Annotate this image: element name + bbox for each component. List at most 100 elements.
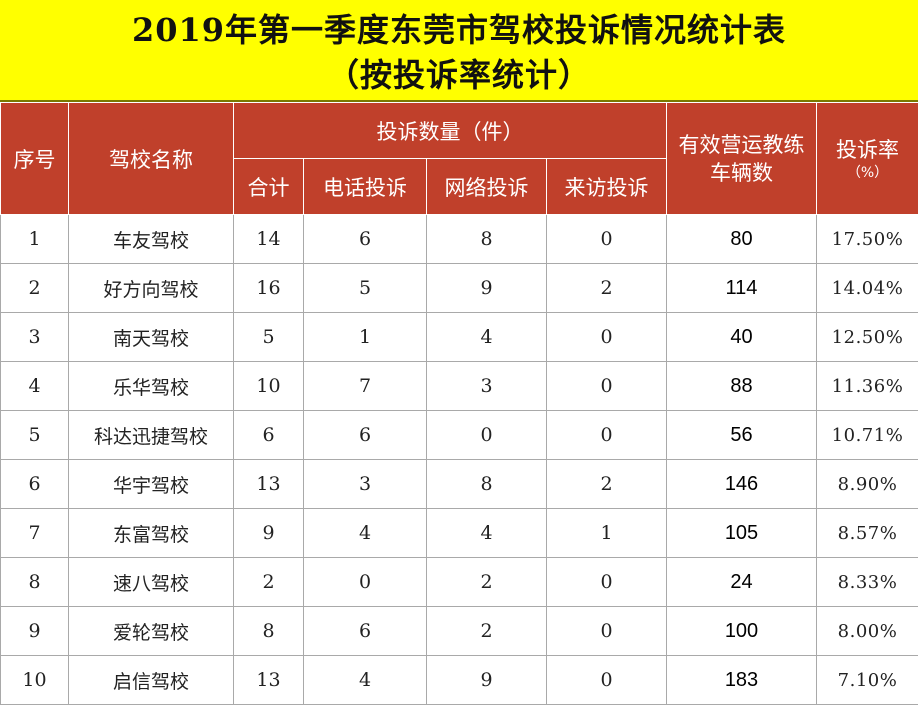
- cell-online: 0: [426, 410, 547, 460]
- cell-online: 4: [426, 312, 547, 362]
- header-vehicles-label: 有效营运教练车辆数: [678, 132, 805, 185]
- cell-online: 2: [426, 606, 547, 656]
- table-row: 5 科达迅捷驾校 6 6 0 0 56 10.71%: [0, 410, 918, 460]
- cell-phone: 1: [303, 312, 427, 362]
- cell-phone: 3: [303, 459, 427, 509]
- cell-vehicles: 24: [666, 557, 817, 607]
- table-row: 2 好方向驾校 16 5 9 2 114 14.04%: [0, 263, 918, 313]
- cell-phone: 7: [303, 361, 427, 411]
- cell-phone: 6: [303, 606, 427, 656]
- cell-online: 3: [426, 361, 547, 411]
- cell-total: 16: [233, 263, 304, 313]
- cell-rate: 8.57%: [816, 508, 918, 558]
- header-school-name: 驾校名称: [68, 102, 234, 215]
- cell-school-name: 科达迅捷驾校: [68, 410, 234, 460]
- cell-vehicles: 88: [666, 361, 817, 411]
- cell-phone: 6: [303, 410, 427, 460]
- cell-vehicles: 146: [666, 459, 817, 509]
- cell-index: 6: [0, 459, 69, 509]
- cell-rate: 8.00%: [816, 606, 918, 656]
- cell-vehicles: 80: [666, 214, 817, 264]
- cell-visit: 0: [546, 361, 667, 411]
- cell-visit: 0: [546, 410, 667, 460]
- header-total: 合计: [233, 158, 304, 215]
- cell-index: 5: [0, 410, 69, 460]
- cell-vehicles: 114: [666, 263, 817, 313]
- header-rate-unit: （%）: [846, 164, 889, 181]
- cell-total: 10: [233, 361, 304, 411]
- cell-index: 10: [0, 655, 69, 705]
- sheet-title: 2019年第一季度东莞市驾校投诉情况统计表: [131, 11, 787, 49]
- cell-phone: 4: [303, 508, 427, 558]
- cell-rate: 14.04%: [816, 263, 918, 313]
- header-rate: 投诉率 （%）: [816, 102, 918, 215]
- cell-index: 4: [0, 361, 69, 411]
- cell-phone: 6: [303, 214, 427, 264]
- header-phone: 电话投诉: [303, 158, 427, 215]
- cell-index: 9: [0, 606, 69, 656]
- cell-online: 8: [426, 214, 547, 264]
- cell-index: 2: [0, 263, 69, 313]
- cell-total: 6: [233, 410, 304, 460]
- cell-total: 5: [233, 312, 304, 362]
- cell-visit: 0: [546, 312, 667, 362]
- cell-online: 4: [426, 508, 547, 558]
- cell-school-name: 速八驾校: [68, 557, 234, 607]
- cell-visit: 0: [546, 557, 667, 607]
- complaint-table: 序号 驾校名称 投诉数量（件） 有效营运教练车辆数 投诉率 （%） 合计 电话投…: [0, 102, 918, 705]
- cell-school-name: 南天驾校: [68, 312, 234, 362]
- cell-vehicles: 40: [666, 312, 817, 362]
- cell-vehicles: 105: [666, 508, 817, 558]
- cell-phone: 5: [303, 263, 427, 313]
- cell-rate: 7.10%: [816, 655, 918, 705]
- header-rate-label: 投诉率: [836, 137, 899, 162]
- cell-vehicles: 100: [666, 606, 817, 656]
- cell-index: 1: [0, 214, 69, 264]
- table-row: 3 南天驾校 5 1 4 0 40 12.50%: [0, 312, 918, 362]
- cell-online: 9: [426, 655, 547, 705]
- table-row: 6 华宇驾校 13 3 8 2 146 8.90%: [0, 459, 918, 509]
- cell-total: 14: [233, 214, 304, 264]
- table-row: 4 乐华驾校 10 7 3 0 88 11.36%: [0, 361, 918, 411]
- table-row: 1 车友驾校 14 6 8 0 80 17.50%: [0, 214, 918, 264]
- cell-school-name: 乐华驾校: [68, 361, 234, 411]
- cell-rate: 11.36%: [816, 361, 918, 411]
- table-row: 10 启信驾校 13 4 9 0 183 7.10%: [0, 655, 918, 705]
- cell-visit: 2: [546, 459, 667, 509]
- cell-school-name: 东富驾校: [68, 508, 234, 558]
- cell-online: 2: [426, 557, 547, 607]
- cell-total: 8: [233, 606, 304, 656]
- cell-online: 8: [426, 459, 547, 509]
- cell-school-name: 车友驾校: [68, 214, 234, 264]
- cell-school-name: 华宇驾校: [68, 459, 234, 509]
- header-online: 网络投诉: [426, 158, 547, 215]
- cell-rate: 17.50%: [816, 214, 918, 264]
- table-row: 7 东富驾校 9 4 4 1 105 8.57%: [0, 508, 918, 558]
- cell-rate: 10.71%: [816, 410, 918, 460]
- cell-visit: 0: [546, 214, 667, 264]
- cell-phone: 4: [303, 655, 427, 705]
- cell-total: 13: [233, 655, 304, 705]
- header-visit: 来访投诉: [546, 158, 667, 215]
- cell-visit: 0: [546, 655, 667, 705]
- header-index: 序号: [0, 102, 69, 215]
- cell-total: 2: [233, 557, 304, 607]
- cell-vehicles: 183: [666, 655, 817, 705]
- cell-total: 9: [233, 508, 304, 558]
- table-body: 1 车友驾校 14 6 8 0 80 17.50% 2 好方向驾校 16 5 9…: [0, 214, 918, 705]
- header-vehicles: 有效营运教练车辆数: [666, 102, 817, 215]
- cell-visit: 1: [546, 508, 667, 558]
- cell-phone: 0: [303, 557, 427, 607]
- cell-rate: 12.50%: [816, 312, 918, 362]
- cell-total: 13: [233, 459, 304, 509]
- cell-index: 8: [0, 557, 69, 607]
- cell-index: 3: [0, 312, 69, 362]
- cell-vehicles: 56: [666, 410, 817, 460]
- header-complaints-group: 投诉数量（件）: [233, 102, 667, 159]
- cell-visit: 0: [546, 606, 667, 656]
- cell-online: 9: [426, 263, 547, 313]
- title-band: 2019年第一季度东莞市驾校投诉情况统计表 （按投诉率统计）: [0, 0, 918, 102]
- cell-school-name: 启信驾校: [68, 655, 234, 705]
- cell-visit: 2: [546, 263, 667, 313]
